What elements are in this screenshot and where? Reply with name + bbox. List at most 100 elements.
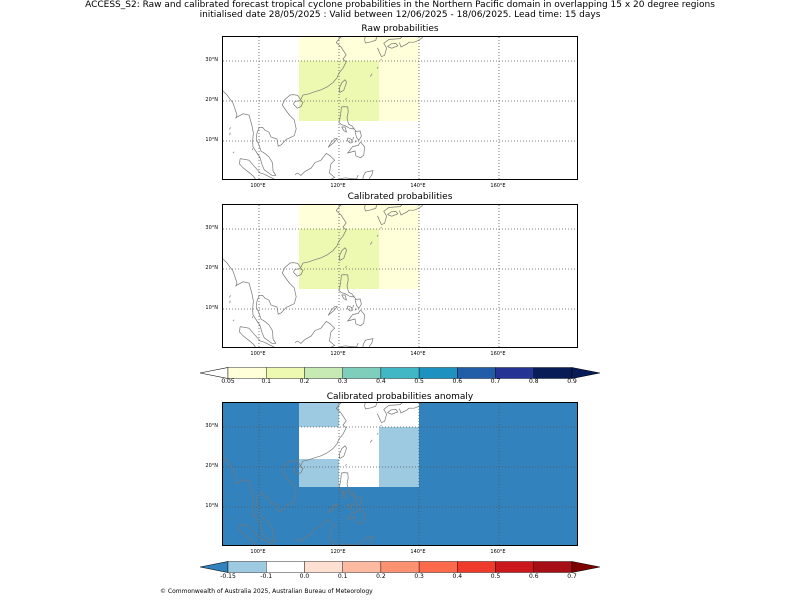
coastline-15 (377, 37, 403, 58)
colorbar-tick-label: 0.3 (337, 378, 348, 385)
colorbar-tick-label: -0.1 (260, 573, 273, 580)
latitude-tick-label: 30°N (205, 225, 218, 231)
coastline-0 (223, 403, 347, 543)
coastline-10 (294, 159, 322, 176)
coastline-16 (387, 211, 399, 217)
coastline-24 (232, 151, 235, 154)
coastline-14 (339, 540, 359, 545)
colorbar-segment-2 (304, 367, 343, 379)
anomaly-colorbar-canvas (199, 561, 601, 573)
latitude-tick-label: 20°N (205, 97, 218, 103)
longitude-tick-label: 100°E (250, 549, 266, 555)
colorbar-tick-label: 0.2 (376, 573, 386, 580)
latitude-tick-label: 20°N (205, 463, 218, 469)
coastline-19 (364, 403, 366, 410)
longitude-tick-label: 100°E (250, 351, 266, 357)
colorbar-segment-7 (495, 367, 534, 379)
colorbar-segment-3 (342, 561, 382, 573)
coastline-27 (380, 424, 382, 427)
colorbar-tick-label: 0.6 (452, 378, 463, 385)
coastline-8 (346, 309, 365, 327)
coastline-25 (369, 241, 373, 245)
colorbar-segment-7 (495, 561, 534, 573)
longitude-tick-label: 160°E (490, 549, 506, 555)
coastline-6 (341, 492, 347, 499)
longitude-tick-label: 120°E (330, 183, 346, 189)
calibrated-map-title: Calibrated probabilities (347, 192, 453, 202)
longitude-tick-label: 160°E (490, 351, 506, 357)
colorbar-over-arrow (571, 561, 601, 573)
latitude-tick-label: 30°N (205, 423, 218, 429)
coastline-17 (399, 205, 423, 216)
coastline-10 (294, 525, 322, 542)
probability-cell-5 (379, 427, 419, 487)
colorbar-tick-label: 0.05 (221, 378, 235, 385)
coastline-24 (232, 319, 235, 322)
raw-map-canvas (223, 37, 577, 179)
coastline-22 (229, 295, 231, 298)
raw-map-title: Raw probabilities (361, 24, 439, 34)
coastline-27 (380, 58, 382, 61)
coastline-4 (354, 298, 362, 309)
colorbar-under-arrow (199, 367, 229, 379)
coastline-9 (320, 152, 336, 179)
colorbar-tick-label: 0.7 (490, 378, 501, 385)
calibrated-map-canvas (223, 205, 577, 347)
coastline-9 (320, 518, 336, 545)
colorbar-segment-8 (533, 367, 573, 379)
coastline-30 (352, 502, 355, 506)
colorbar-segment-3 (342, 367, 382, 379)
colorbar-tick-label: 0.5 (490, 573, 501, 580)
coastline-17 (399, 403, 423, 414)
coastline-6 (341, 294, 347, 301)
colorbar-segment-6 (457, 367, 496, 379)
figure-title-line-1: ACCESS_S2: Raw and calibrated forecast t… (85, 0, 715, 10)
coastline-28 (345, 463, 347, 467)
coastline-11 (240, 158, 275, 179)
colorbar-segment-0 (227, 367, 267, 379)
colorbar-segment-0 (227, 561, 267, 573)
coastline-5 (347, 503, 353, 510)
colorbar-over-arrow (571, 367, 601, 379)
figure-title-line-2: initialised date 28/05/2025 : Valid betw… (199, 10, 601, 20)
coastline-8 (346, 141, 365, 159)
colorbar-tick-label: 0.7 (567, 573, 577, 580)
coastline-12 (239, 326, 256, 347)
latitude-tick-label: 30°N (205, 57, 218, 63)
coastline-26 (376, 66, 379, 69)
probability-cell-2 (379, 37, 419, 121)
colorbar-segment-2 (304, 561, 343, 573)
colorbar-tick-label: 0.1 (337, 573, 348, 580)
coastline-27 (380, 226, 382, 229)
coastline-26 (376, 432, 379, 435)
coastline-22 (229, 493, 231, 496)
colorbar-tick-label: 0.8 (528, 378, 539, 385)
coastline-10 (294, 327, 322, 344)
colorbar-segment-5 (418, 367, 458, 379)
probability-cell-2 (379, 205, 419, 289)
coastline-14 (339, 342, 359, 347)
coastline-13 (362, 170, 374, 179)
coastline-4 (354, 496, 362, 507)
colorbar-tick-label: 0.2 (299, 378, 310, 385)
coastline-22 (229, 127, 231, 130)
anomaly-map-canvas (223, 403, 577, 545)
probability-colorbar (199, 364, 601, 379)
coastline-6 (341, 126, 347, 133)
colorbar-tick-label: 0.4 (376, 378, 386, 385)
coastline-8 (346, 507, 365, 525)
colorbar-tick-label: 0.1 (261, 378, 271, 385)
probability-cell-1 (299, 427, 339, 459)
coastline-28 (345, 265, 347, 269)
calibrated-probabilities-map (222, 204, 578, 348)
coastline-14 (339, 174, 359, 179)
coastline-11 (240, 326, 275, 347)
colorbar-segment-4 (380, 561, 420, 573)
coastline-18 (365, 37, 378, 44)
coastline-25 (369, 439, 373, 443)
latitude-tick-label: 20°N (205, 265, 218, 271)
coastline-9 (320, 320, 336, 347)
colorbar-tick-label: -0.15 (220, 573, 236, 580)
coastline-5 (347, 137, 353, 144)
colorbar-tick-label: 0.3 (414, 573, 424, 580)
